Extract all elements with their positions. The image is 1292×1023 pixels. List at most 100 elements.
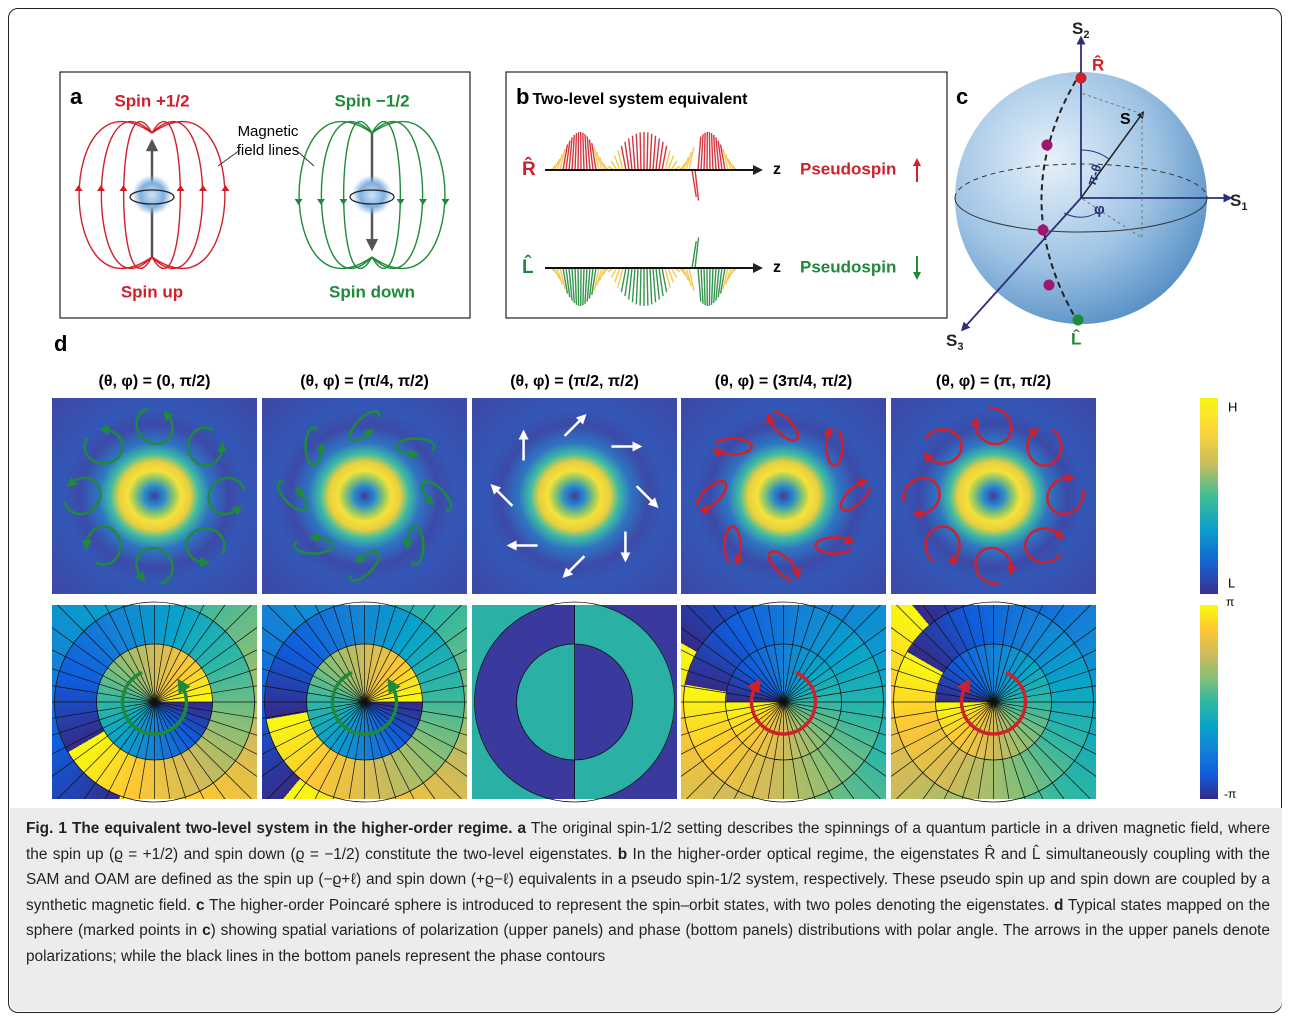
phase-contour: [897, 605, 994, 702]
phase-contour: [52, 702, 155, 776]
spin-minus-label: Spin −1/2: [334, 91, 409, 110]
field-vector: [578, 132, 579, 170]
axis-label: S3: [946, 331, 963, 352]
intensity-map: [262, 398, 467, 594]
pole-label: R̂: [1092, 54, 1104, 74]
field-vector: [712, 268, 713, 305]
colorbar-label: H: [1228, 399, 1237, 414]
phase-contour: [923, 702, 993, 799]
caption-ref: c: [202, 922, 211, 939]
phase-contour: [155, 702, 225, 799]
pole-label: L̂: [1071, 328, 1081, 348]
field-vector: [656, 268, 659, 300]
state-point: [1044, 280, 1055, 291]
field-vector: [698, 136, 701, 170]
spin-down-label: Spin down: [329, 282, 415, 301]
field-vector: [650, 268, 652, 304]
phase-contour: [84, 605, 154, 702]
axis-label: S1: [1230, 191, 1247, 212]
axis-subscript: 1: [1241, 201, 1247, 213]
phase-contour: [994, 628, 1097, 702]
phase-contour: [294, 702, 364, 799]
field-vector: [656, 138, 659, 170]
field-vector: [704, 133, 705, 170]
phase-contour: [994, 605, 1064, 702]
state-point: [1042, 140, 1053, 151]
field-vector: [640, 268, 641, 306]
axis-label: z: [773, 161, 781, 178]
field-label: field lines: [237, 142, 300, 159]
caption-part-label: d: [1054, 897, 1063, 914]
phase-contour: [923, 605, 993, 702]
phase-contour: [713, 605, 783, 702]
phase-contour: [891, 628, 994, 702]
field-label: Magnetic: [238, 123, 299, 140]
field-arrow: [397, 199, 405, 205]
field-vector: [704, 268, 705, 305]
field-vector: [709, 268, 710, 306]
field-arrow: [177, 185, 185, 191]
field-vector: [653, 136, 656, 170]
axis-symbol: S: [946, 331, 957, 350]
phase-contour: [784, 605, 854, 702]
state-point: [1076, 73, 1087, 84]
phase-contour: [784, 628, 887, 702]
field-arrow: [97, 185, 105, 191]
field-vector: [585, 134, 587, 170]
phase-contour: [155, 702, 252, 799]
caption-part-label: c: [196, 897, 205, 914]
state-title: (θ, φ) = (3π/4, π/2): [715, 373, 853, 390]
caption-part-text: The higher-order Poincaré sphere is intr…: [209, 897, 1049, 914]
field-vector: [650, 134, 652, 170]
field-arrow: [317, 199, 325, 205]
phase-contour: [155, 605, 225, 702]
phase-contour: [155, 702, 258, 776]
axis-subscript: 3: [957, 341, 963, 353]
phase-contour: [365, 702, 468, 776]
colorbar-label: L: [1228, 575, 1235, 590]
field-arrow: [419, 199, 427, 205]
field-arrow: [75, 185, 83, 191]
state-point: [1073, 315, 1084, 326]
intensity-map: [681, 398, 886, 594]
caption-title: Fig. 1 The equivalent two-level system i…: [26, 820, 513, 837]
state-title: (θ, φ) = (π, π/2): [936, 373, 1051, 390]
field-vector: [636, 134, 638, 170]
intensity-map: [52, 398, 257, 594]
field-vector: [647, 132, 648, 170]
phase-contour: [365, 702, 435, 799]
particle: [132, 175, 172, 215]
pseudospin-label: Pseudospin: [800, 257, 896, 276]
field-vector: [698, 268, 701, 302]
phase-contour: [365, 669, 468, 702]
phase-contour: [155, 605, 252, 702]
phase-contour: [681, 702, 784, 776]
phase-contour: [365, 605, 435, 702]
phase-contour: [994, 702, 1097, 776]
figure-page: aSpin +1/2Spin −1/2Magneticfield linesSp…: [0, 0, 1292, 1023]
field-vector: [583, 133, 584, 170]
phase-contour: [268, 605, 365, 702]
caption-part-label: b: [618, 846, 627, 863]
panel-label: c: [956, 84, 968, 109]
phase-contour: [262, 702, 365, 776]
phase-contour: [294, 605, 364, 702]
phase-contour: [681, 628, 784, 702]
state-point: [1038, 225, 1049, 236]
phase-contour: [58, 605, 155, 702]
field-vector: [583, 268, 584, 305]
phase-contour: [58, 702, 155, 799]
phase-contour: [784, 702, 881, 799]
field-vector: [632, 268, 635, 302]
panel-label: b: [516, 84, 529, 109]
panel-b-title: Two-level system equivalent: [533, 91, 749, 108]
field-vector: [575, 133, 576, 170]
spin-plus-label: Spin +1/2: [114, 91, 189, 110]
state-title: (θ, φ) = (0, π/2): [99, 373, 211, 390]
state-label: R̂: [522, 158, 536, 180]
pseudospin-label: Pseudospin: [800, 159, 896, 178]
caption: Fig. 1 The equivalent two-level system i…: [10, 808, 1282, 1011]
phase-contour: [994, 702, 1091, 799]
phase-contour: [365, 702, 462, 799]
phase-contour: [891, 702, 994, 776]
